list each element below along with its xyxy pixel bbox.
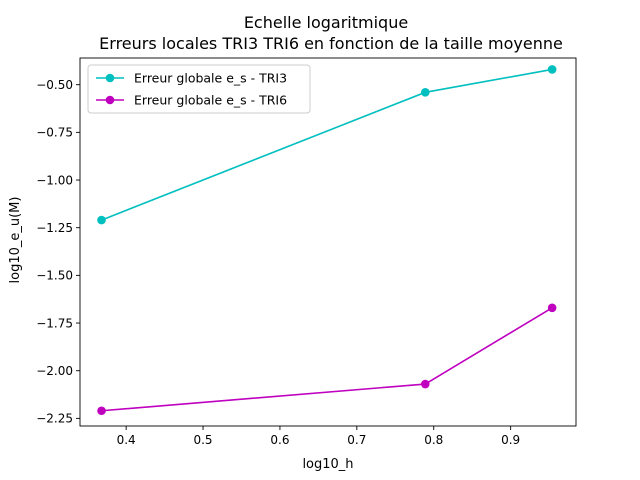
y-axis-label: log10_e_u(M) bbox=[8, 197, 23, 284]
data-point-s2-1 bbox=[97, 406, 106, 416]
plot-frame bbox=[79, 57, 577, 427]
y-tick-label: −2.00 bbox=[36, 364, 73, 378]
legend-marker-2 bbox=[105, 95, 115, 105]
series-line-2 bbox=[101, 307, 553, 412]
legend-label-2: Erreur globale e_s - TRI6 bbox=[134, 93, 287, 108]
chart-title-line2: Erreurs locales TRI3 TRI6 en fonction de… bbox=[99, 34, 563, 53]
axes: 0.4 0.5 0.6 0.7 0.8 0.9 −0.50 −0.75 −1.00 −1.25 −1… bbox=[36, 57, 577, 447]
data-point-s1-1 bbox=[97, 215, 106, 225]
x-tick-label: 0.7 bbox=[347, 433, 366, 447]
chart-title-line1: Echelle logaritmique bbox=[244, 13, 408, 32]
y-tick-label: −0.50 bbox=[36, 78, 73, 92]
legend: Erreur globale e_s - TRI3 Erreur globale … bbox=[87, 64, 311, 114]
y-tick-label: −0.75 bbox=[36, 126, 73, 140]
legend-box bbox=[87, 64, 311, 114]
x-tick-label: 0.8 bbox=[424, 433, 443, 447]
plot-area bbox=[97, 65, 557, 416]
data-point-s1-2 bbox=[420, 88, 430, 97]
data-point-s2-2 bbox=[420, 379, 430, 389]
x-tick-label: 0.9 bbox=[501, 433, 520, 447]
x-axis-label: log10_h bbox=[302, 457, 353, 472]
data-point-s1-3 bbox=[547, 65, 557, 74]
data-point-s2-3 bbox=[547, 303, 557, 313]
legend-label-1: Erreur globale e_s - TRI3 bbox=[134, 71, 287, 86]
y-tick-label: −1.50 bbox=[36, 269, 73, 283]
x-tick-label: 0.4 bbox=[117, 433, 136, 447]
y-tick-label: −1.00 bbox=[36, 173, 73, 187]
y-tick-label: −2.25 bbox=[36, 412, 73, 426]
y-tick-label: −1.75 bbox=[36, 316, 73, 330]
legend-marker-1 bbox=[105, 73, 115, 83]
x-tick-label: 0.5 bbox=[193, 433, 212, 447]
y-tick-label: −1.25 bbox=[36, 221, 73, 235]
x-tick-label: 0.6 bbox=[270, 433, 289, 447]
